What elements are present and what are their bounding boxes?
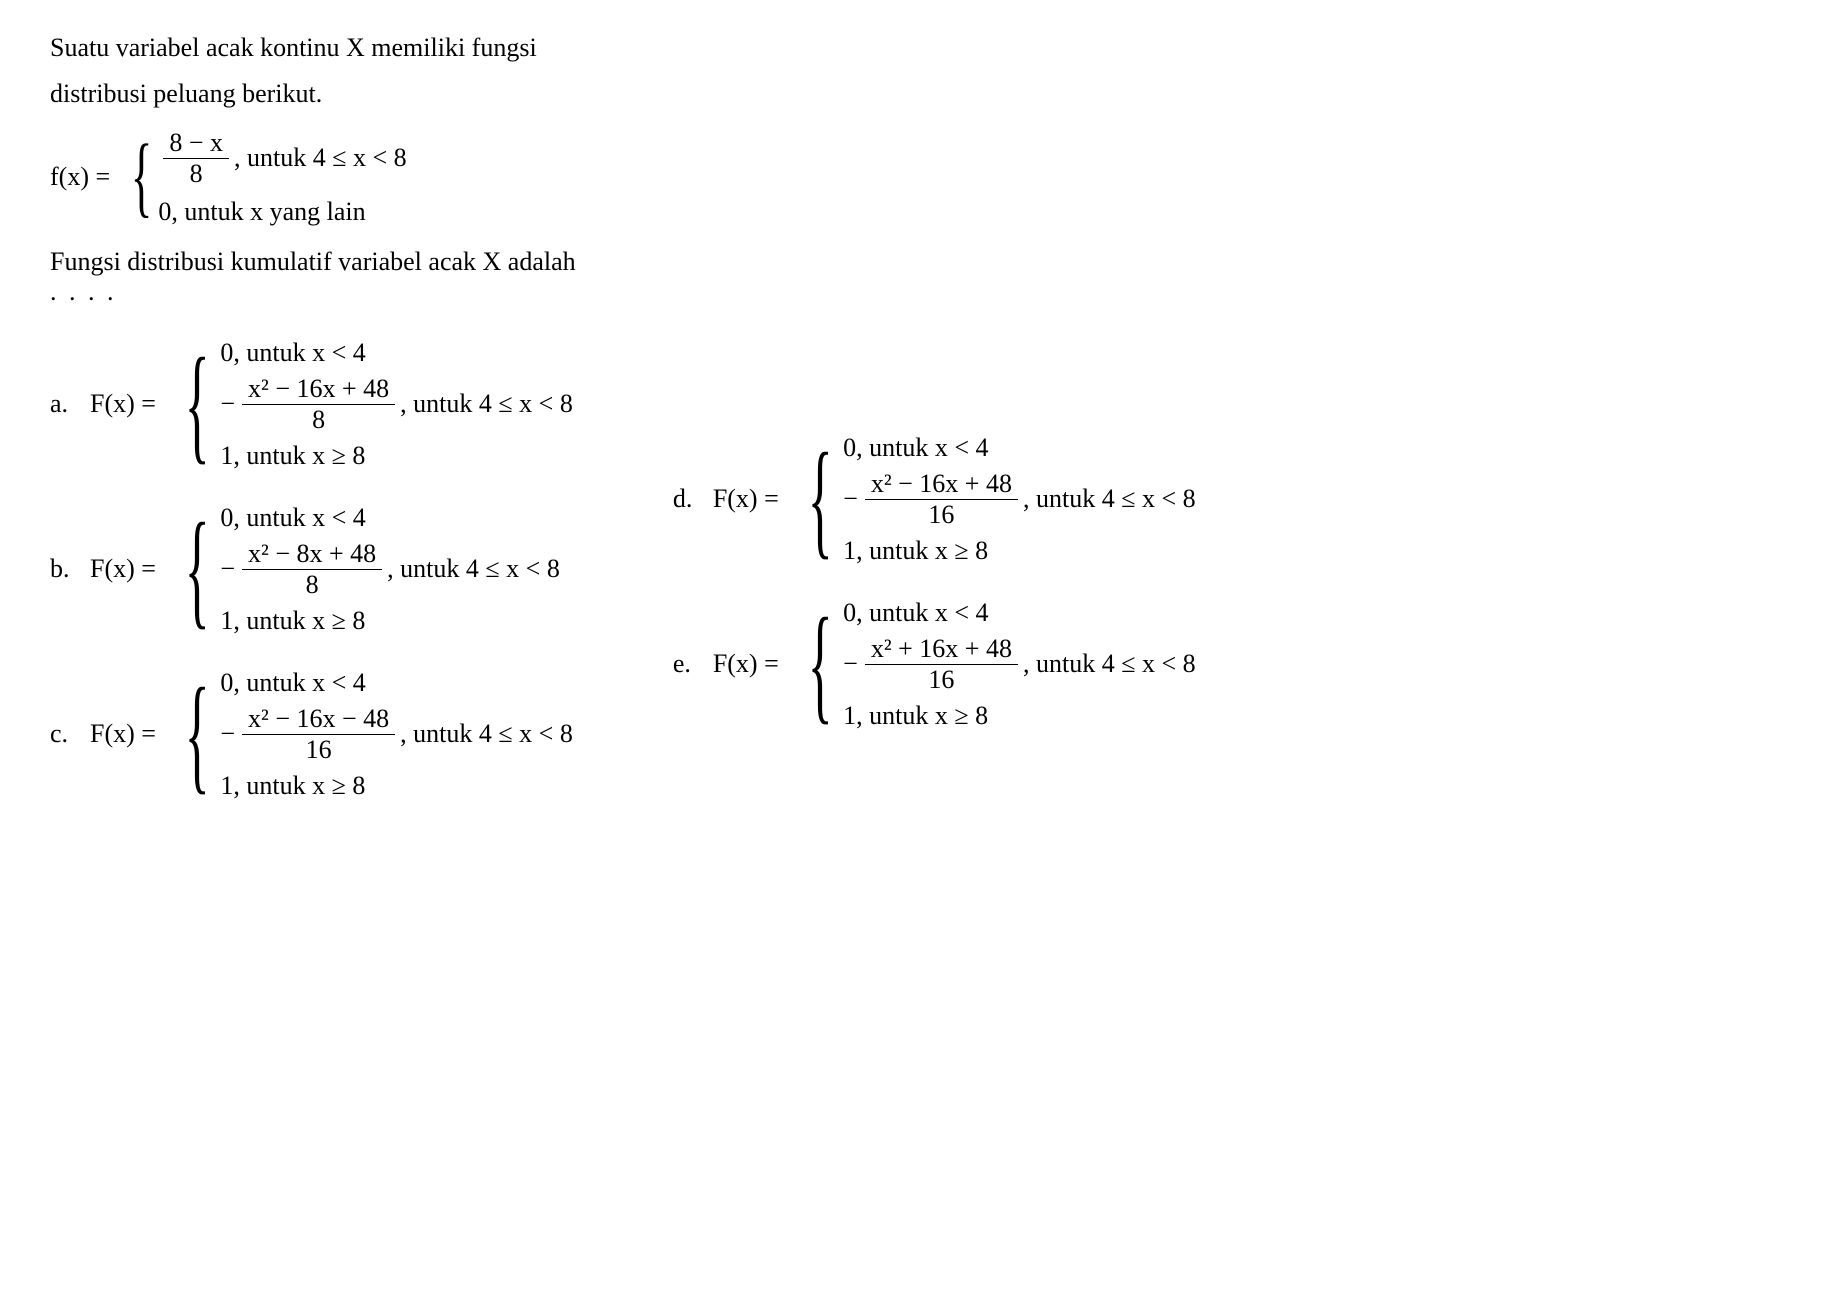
piece-e-2: − x² + 16x + 48 16 , untuk 4 ≤ x < 8 [843, 634, 1195, 695]
options-column-left: a. F(x) = { 0, untuk x < 4 − x² − 16x + … [50, 337, 573, 832]
fraction: x² − 8x + 48 8 [242, 539, 382, 600]
option-e: e. F(x) = { 0, untuk x < 4 − x² + 16x + … [673, 597, 1196, 732]
neg-sign: − [843, 484, 858, 514]
numerator: x² − 16x + 48 [865, 469, 1018, 500]
piece-b-1: 0, untuk x < 4 [220, 502, 559, 534]
piece-a-1: 0, untuk x < 4 [220, 337, 572, 369]
brace-icon: { [807, 451, 832, 549]
brace-icon: { [185, 356, 210, 454]
condition: , untuk 4 ≤ x < 8 [234, 143, 407, 173]
numerator: x² + 16x + 48 [865, 634, 1018, 665]
piece-1: 8 − x 8 , untuk 4 ≤ x < 8 [158, 128, 406, 189]
piece-d-2: − x² − 16x + 48 16 , untuk 4 ≤ x < 8 [843, 469, 1195, 530]
option-d: d. F(x) = { 0, untuk x < 4 − x² − 16x + … [673, 432, 1196, 567]
brace-icon: { [131, 141, 153, 213]
option-fx-e: F(x) = [713, 649, 779, 679]
piece-a-3: 1, untuk x ≥ 8 [220, 440, 572, 472]
option-fx-d: F(x) = [713, 484, 779, 514]
condition: , untuk 4 ≤ x < 8 [1023, 484, 1196, 514]
piece-e-1: 0, untuk x < 4 [843, 597, 1195, 629]
piecewise-d: 0, untuk x < 4 − x² − 16x + 48 16 , untu… [843, 432, 1195, 567]
piece-b-2: − x² − 8x + 48 8 , untuk 4 ≤ x < 8 [220, 539, 559, 600]
condition: , untuk 4 ≤ x < 8 [400, 719, 573, 749]
brace-icon: { [185, 686, 210, 784]
prompt-text: Fungsi distribusi kumulatif variabel aca… [50, 247, 1790, 307]
option-label-c: c. [50, 719, 90, 749]
given-function: f(x) = { 8 − x 8 , untuk 4 ≤ x < 8 0, un… [50, 128, 1790, 227]
option-fx-a: F(x) = [90, 389, 156, 419]
denominator: 8 [300, 570, 325, 600]
condition: , untuk 4 ≤ x < 8 [387, 554, 560, 584]
option-label-d: d. [673, 484, 713, 514]
neg-sign: − [220, 719, 235, 749]
prompt-main: Fungsi distribusi kumulatif variabel aca… [50, 247, 576, 276]
condition: , untuk 4 ≤ x < 8 [400, 389, 573, 419]
piece-d-3: 1, untuk x ≥ 8 [843, 535, 1195, 567]
options-container: a. F(x) = { 0, untuk x < 4 − x² − 16x + … [50, 337, 1790, 832]
brace-icon: { [185, 521, 210, 619]
option-b: b. F(x) = { 0, untuk x < 4 − x² − 8x + 4… [50, 502, 573, 637]
piece-c-3: 1, untuk x ≥ 8 [220, 770, 572, 802]
option-c: c. F(x) = { 0, untuk x < 4 − x² − 16x − … [50, 667, 573, 802]
piece-2: 0, untuk x yang lain [158, 197, 406, 227]
option-fx-b: F(x) = [90, 554, 156, 584]
numerator: x² − 16x − 48 [242, 704, 395, 735]
piece-c-2: − x² − 16x − 48 16 , untuk 4 ≤ x < 8 [220, 704, 572, 765]
options-column-right: d. F(x) = { 0, untuk x < 4 − x² − 16x + … [673, 337, 1196, 832]
numerator: x² − 8x + 48 [242, 539, 382, 570]
question-line-1: Suatu variabel acak kontinu X memiliki f… [50, 30, 1790, 66]
denominator: 16 [922, 665, 960, 695]
prompt-dots: . . . . [50, 277, 117, 306]
option-label-e: e. [673, 649, 713, 679]
fraction: x² − 16x + 48 16 [865, 469, 1018, 530]
piece-b-3: 1, untuk x ≥ 8 [220, 605, 559, 637]
piece-c-1: 0, untuk x < 4 [220, 667, 572, 699]
denominator: 16 [922, 500, 960, 530]
neg-sign: − [220, 554, 235, 584]
option-label-a: a. [50, 389, 90, 419]
piece-e-3: 1, untuk x ≥ 8 [843, 700, 1195, 732]
piecewise-a: 0, untuk x < 4 − x² − 16x + 48 8 , untuk… [220, 337, 572, 472]
fraction: x² − 16x − 48 16 [242, 704, 395, 765]
fx-label: f(x) = [50, 162, 110, 192]
option-a: a. F(x) = { 0, untuk x < 4 − x² − 16x + … [50, 337, 573, 472]
piecewise-c: 0, untuk x < 4 − x² − 16x − 48 16 , untu… [220, 667, 572, 802]
piece-a-2: − x² − 16x + 48 8 , untuk 4 ≤ x < 8 [220, 374, 572, 435]
numerator: 8 − x [163, 128, 229, 159]
fraction: x² + 16x + 48 16 [865, 634, 1018, 695]
denominator: 8 [184, 159, 209, 189]
brace-icon: { [807, 616, 832, 714]
numerator: x² − 16x + 48 [242, 374, 395, 405]
option-fx-c: F(x) = [90, 719, 156, 749]
piecewise-content: 8 − x 8 , untuk 4 ≤ x < 8 0, untuk x yan… [158, 128, 406, 227]
condition: , untuk 4 ≤ x < 8 [1023, 649, 1196, 679]
fraction: 8 − x 8 [163, 128, 229, 189]
option-label-b: b. [50, 554, 90, 584]
piecewise-e: 0, untuk x < 4 − x² + 16x + 48 16 , untu… [843, 597, 1195, 732]
neg-sign: − [220, 389, 235, 419]
piece-d-1: 0, untuk x < 4 [843, 432, 1195, 464]
piecewise-b: 0, untuk x < 4 − x² − 8x + 48 8 , untuk … [220, 502, 559, 637]
question-line-2: distribusi peluang berikut. [50, 76, 1790, 112]
denominator: 8 [306, 405, 331, 435]
denominator: 16 [300, 735, 338, 765]
fraction: x² − 16x + 48 8 [242, 374, 395, 435]
neg-sign: − [843, 649, 858, 679]
